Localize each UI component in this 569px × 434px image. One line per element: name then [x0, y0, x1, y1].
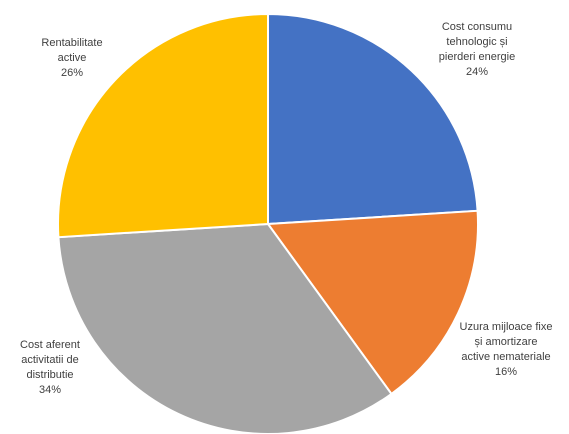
- pie-slice: [57, 12, 269, 239]
- slice-data-label: Uzura mijloace fixe și amortizare active n…: [460, 321, 553, 378]
- pie-slice: [266, 209, 479, 396]
- pie-slice: [267, 12, 479, 226]
- pie-slice: [57, 222, 393, 434]
- slice-data-label: Cost aferent activitatii de distributie 34%: [20, 339, 80, 396]
- slice-data-label: Rentabilitate active 26%: [41, 37, 102, 79]
- slice-data-label: Cost consumu tehnologic și pierderi energi…: [439, 21, 515, 78]
